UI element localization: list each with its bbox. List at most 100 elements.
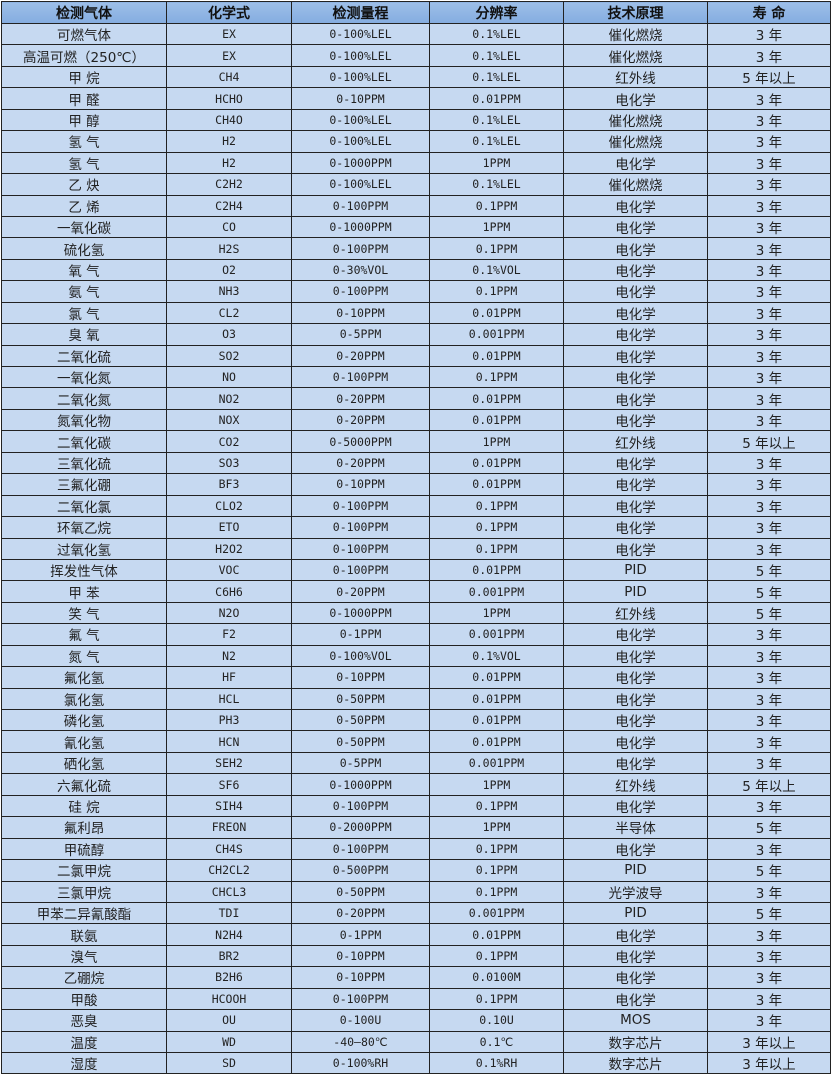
table-row: 氢 气 H2 0-1000PPM 1PPM 电化学 3 年 [1,151,831,175]
principle-cell: 电化学 [563,365,708,389]
formula-cell: VOC [166,558,292,582]
formula-cell: WD [166,1030,292,1054]
gas-name-cell: 二氧化碳 [1,430,167,453]
table-row: 氟利昂 FREON 0-2000PPM 1PPM 半导体 5 年 [1,816,831,839]
resolution-cell: 0.01PPM [429,666,564,689]
principle-cell: 数字芯片 [563,1030,708,1054]
range-cell: 0-100PPM [291,494,430,518]
table-row: 氯 气 CL2 0-10PPM 0.01PPM 电化学 3 年 [1,301,831,325]
resolution-cell: 0.1%LEL [429,108,564,132]
range-cell: 0-100%LEL [291,108,430,132]
table-row: 一氧化氮 NO 0-100PPM 0.1PPM 电化学 3 年 [1,365,831,389]
table-row: 温度 WD -40—80℃ 0.1℃ 数字芯片 3 年以上 [1,1030,831,1054]
range-cell: 0-1PPM [291,923,430,946]
principle-cell: 电化学 [563,944,708,968]
principle-cell: 光学波导 [563,880,708,903]
resolution-cell: 0.1PPM [429,794,564,818]
range-cell: 0-1000PPM [291,215,430,239]
range-cell: 0-10PPM [291,87,430,110]
resolution-cell: 0.001PPM [429,323,564,346]
gas-name-cell: 氟化氢 [1,666,167,689]
principle-cell: 红外线 [563,773,708,796]
lifespan-cell: 3 年以上 [707,1051,831,1075]
gas-name-cell: 三氧化硫 [1,451,167,475]
formula-cell: HCOOH [166,987,292,1011]
resolution-cell: 0.001PPM [429,580,564,603]
gas-name-cell: 挥发性气体 [1,558,167,582]
formula-cell: CO2 [166,430,292,453]
principle-cell: 半导体 [563,816,708,839]
lifespan-cell: 3 年 [707,987,831,1011]
formula-cell: TDI [166,901,292,925]
range-cell: 0-100%LEL [291,65,430,89]
formula-cell: SO3 [166,451,292,475]
lifespan-cell: 3 年 [707,22,831,46]
formula-cell: OU [166,1009,292,1032]
formula-cell: N2 [166,644,292,668]
lifespan-cell: 3 年 [707,237,831,260]
header-range: 检测量程 [291,1,430,24]
lifespan-cell: 3 年 [707,387,831,410]
gas-name-cell: 氯 气 [1,301,167,325]
lifespan-cell: 3 年 [707,708,831,732]
resolution-cell: 0.1PPM [429,880,564,903]
lifespan-cell: 3 年 [707,944,831,968]
lifespan-cell: 5 年 [707,859,831,882]
table-row: 氮氧化物 NOX 0-20PPM 0.01PPM 电化学 3 年 [1,408,831,432]
lifespan-cell: 3 年 [707,365,831,389]
header-row: 检测气体 化学式 检测量程 分辨率 技术原理 寿 命 [1,1,831,24]
table-row: 三氟化硼 BF3 0-10PPM 0.01PPM 电化学 3 年 [1,473,831,496]
principle-cell: MOS [563,1009,708,1032]
lifespan-cell: 3 年 [707,516,831,539]
formula-cell: CO [166,215,292,239]
resolution-cell: 0.1%LEL [429,173,564,196]
formula-cell: H2S [166,237,292,260]
principle-cell: 电化学 [563,837,708,861]
principle-cell: 电化学 [563,751,708,775]
table-row: 臭 氧 O3 0-5PPM 0.001PPM 电化学 3 年 [1,323,831,346]
principle-cell: 电化学 [563,280,708,303]
resolution-cell: 0.01PPM [429,730,564,753]
lifespan-cell: 3 年 [707,473,831,496]
gas-name-cell: 高温可燃（250℃） [1,44,167,67]
range-cell: 0-30%VOL [291,258,430,282]
range-cell: 0-100PPM [291,516,430,539]
principle-cell: 催化燃烧 [563,108,708,132]
principle-cell: 电化学 [563,344,708,368]
gas-name-cell: 一氧化碳 [1,215,167,239]
lifespan-cell: 3 年 [707,408,831,432]
principle-cell: 电化学 [563,408,708,432]
range-cell: 0-100PPM [291,280,430,303]
resolution-cell: 0.1PPM [429,365,564,389]
formula-cell: SD [166,1051,292,1075]
gas-name-cell: 乙硼烷 [1,966,167,989]
table-row: 联氨 N2H4 0-1PPM 0.01PPM 电化学 3 年 [1,923,831,946]
gas-name-cell: 甲 烷 [1,65,167,89]
formula-cell: FREON [166,816,292,839]
formula-cell: C6H6 [166,580,292,603]
range-cell: 0-10PPM [291,666,430,689]
formula-cell: SO2 [166,344,292,368]
formula-cell: NOX [166,408,292,432]
principle-cell: PID [563,859,708,882]
resolution-cell: 1PPM [429,816,564,839]
lifespan-cell: 5 年 [707,901,831,925]
table-row: 六氟化硫 SF6 0-1000PPM 1PPM 红外线 5 年以上 [1,773,831,796]
formula-cell: H2 [166,151,292,175]
table-row: 乙 炔 C2H2 0-100%LEL 0.1%LEL 催化燃烧 3 年 [1,173,831,196]
principle-cell: 电化学 [563,687,708,711]
lifespan-cell: 3 年 [707,280,831,303]
resolution-cell: 0.01PPM [429,451,564,475]
lifespan-cell: 5 年以上 [707,773,831,796]
gas-name-cell: 湿度 [1,1051,167,1075]
principle-cell: 电化学 [563,237,708,260]
range-cell: 0-1000PPM [291,151,430,175]
range-cell: 0-20PPM [291,344,430,368]
gas-name-cell: 硅 烷 [1,794,167,818]
formula-cell: SF6 [166,773,292,796]
resolution-cell: 0.01PPM [429,923,564,946]
formula-cell: N2O [166,601,292,625]
range-cell: 0-20PPM [291,451,430,475]
range-cell: 0-100PPM [291,537,430,560]
